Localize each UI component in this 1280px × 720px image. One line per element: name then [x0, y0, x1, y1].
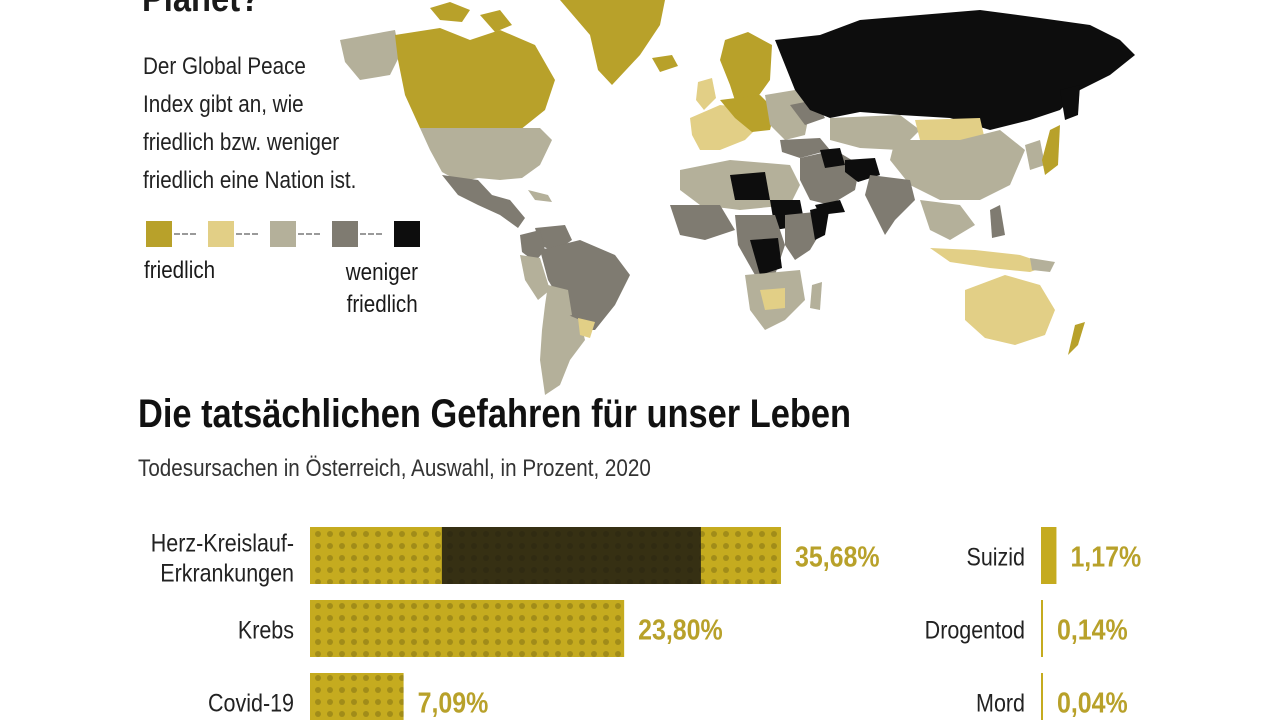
bar-texture [310, 673, 404, 720]
peace-index-legend: friedlich weniger friedlich [144, 221, 436, 331]
legend-swatch-3 [270, 221, 296, 247]
madagascar-shape [810, 282, 822, 310]
chart-subtitle: Todesursachen in Österreich, Auswahl, in… [138, 455, 651, 482]
peru-shape [520, 255, 550, 300]
bar [1041, 600, 1043, 657]
alaska-shape [340, 30, 400, 80]
australia-shape [965, 275, 1055, 345]
scandinavia-shape [720, 32, 772, 110]
philippines-shape [990, 205, 1005, 238]
map-intro-text: Der Global Peace Index gibt an, wie frie… [143, 48, 443, 200]
uk-shape [696, 78, 716, 110]
legend-label-less-peaceful: weniger friedlich [345, 259, 418, 318]
somalia-shape [810, 205, 830, 240]
intro-line: Der Global Peace [143, 53, 306, 80]
legend-connector [360, 233, 382, 235]
legend-connector [298, 233, 320, 235]
canada-shape [395, 28, 555, 130]
value-label: 0,04% [1057, 687, 1128, 719]
japan-shape [1042, 125, 1060, 175]
west-africa-shape [670, 205, 735, 240]
caribbean-shape [528, 190, 552, 202]
iceland-shape [652, 55, 678, 72]
value-label: 23,80% [638, 614, 723, 646]
bar-texture [310, 600, 625, 657]
congo-shape [750, 238, 782, 275]
legend-swatch-5 [394, 221, 420, 247]
legend-connector [174, 233, 196, 235]
png-shape [1030, 258, 1055, 272]
kamchatka-shape [1060, 85, 1080, 120]
bar [1041, 673, 1043, 720]
legend-swatch-1 [146, 221, 172, 247]
world-peace-map [340, 0, 1135, 395]
legend-connector [236, 233, 258, 235]
mexico-shape [442, 175, 525, 228]
southeast-asia-shape [920, 200, 975, 240]
indonesia-shape [930, 248, 1050, 272]
category-label: Drogentod [925, 616, 1025, 644]
category-label: Mord [976, 689, 1025, 717]
colombia-shape [520, 230, 545, 262]
new-zealand-shape [1068, 322, 1085, 355]
category-label: Suizid [966, 543, 1025, 571]
greenland-shape [560, 0, 665, 85]
intro-line: friedlich eine Nation ist. [143, 167, 357, 194]
russia-shape [775, 10, 1135, 130]
death-causes-bar-chart: Herz-Kreislauf-Erkrankungen 35,68% Krebs 23… [151, 527, 1141, 720]
intro-line: Index gibt an, wie [143, 91, 304, 118]
india-shape [865, 175, 915, 235]
value-label: 1,17% [1070, 541, 1141, 573]
map-title: Planet? [142, 0, 279, 21]
central-europe-shape [720, 95, 775, 132]
iraq-syria-shape [820, 148, 845, 168]
bar-photo-shade [441, 527, 701, 584]
legend-swatch-4 [332, 221, 358, 247]
value-label: 35,68% [795, 541, 880, 573]
bar [1041, 527, 1057, 584]
category-label: Erkrankungen [160, 559, 294, 587]
legend-swatch-2 [208, 221, 234, 247]
chart-title: Die tatsächlichen Gefahren für unser Leb… [138, 392, 852, 436]
category-label: Herz-Kreislauf- [151, 529, 294, 557]
category-label: Krebs [238, 616, 294, 644]
legend-label-peaceful: friedlich [144, 257, 216, 284]
arctic-islands-shape [480, 10, 512, 32]
usa-shape [420, 128, 552, 182]
arctic-islands-shape [430, 2, 470, 22]
intro-line: friedlich bzw. weniger [143, 129, 340, 156]
category-label: Covid-19 [208, 689, 294, 717]
value-label: 7,09% [418, 687, 489, 719]
turkey-shape [780, 138, 830, 158]
argentina-chile-shape [540, 305, 585, 395]
korea-japan-shape [1025, 140, 1045, 170]
eastern-europe-shape [765, 90, 810, 140]
botswana-shape [760, 288, 785, 310]
china-shape [890, 130, 1025, 200]
value-label: 0,14% [1057, 614, 1128, 646]
libya-shape [730, 172, 770, 200]
uruguay-shape [578, 318, 595, 338]
